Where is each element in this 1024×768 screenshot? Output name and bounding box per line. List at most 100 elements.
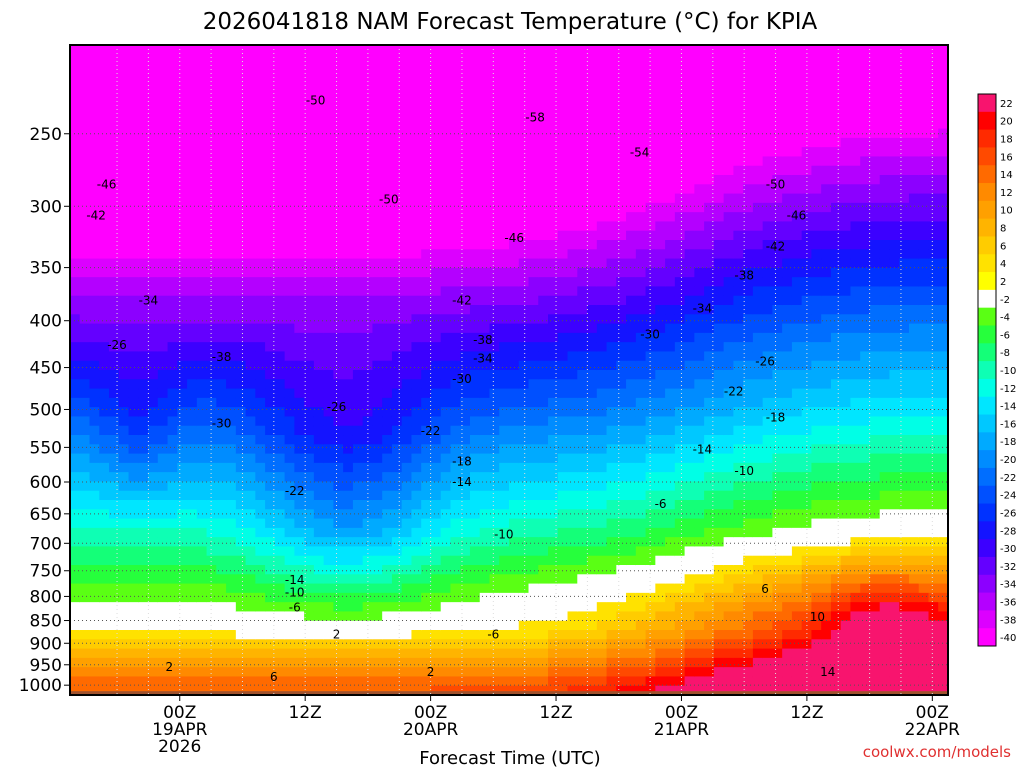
temperature-cell bbox=[118, 156, 130, 167]
temperature-cell bbox=[70, 45, 81, 55]
temperature-cell bbox=[596, 91, 608, 102]
temperature-cell bbox=[401, 565, 413, 575]
temperature-cell bbox=[596, 360, 608, 371]
temperature-cell bbox=[518, 611, 530, 622]
temperature-cell bbox=[216, 648, 227, 659]
temperature-cell bbox=[674, 453, 686, 464]
temperature-cell bbox=[226, 212, 237, 223]
temperature-cell bbox=[665, 481, 676, 492]
temperature-cell bbox=[479, 370, 491, 380]
temperature-cell bbox=[723, 444, 734, 455]
temperature-cell bbox=[216, 397, 227, 408]
temperature-cell bbox=[460, 500, 471, 510]
temperature-cell bbox=[489, 110, 500, 120]
temperature-cell bbox=[323, 258, 334, 269]
temperature-cell bbox=[684, 462, 695, 473]
temperature-cell bbox=[187, 462, 198, 473]
temperature-cell bbox=[118, 342, 130, 353]
temperature-cell bbox=[157, 453, 169, 464]
temperature-cell bbox=[430, 202, 442, 213]
temperature-cell bbox=[528, 91, 539, 102]
temperature-cell bbox=[304, 72, 315, 83]
temperature-cell bbox=[226, 462, 237, 473]
temperature-cell bbox=[733, 258, 744, 269]
temperature-cell bbox=[743, 258, 754, 269]
temperature-cell bbox=[313, 565, 325, 575]
temperature-cell bbox=[421, 267, 432, 278]
temperature-cell bbox=[128, 175, 139, 185]
temperature-cell bbox=[450, 221, 461, 232]
temperature-cell bbox=[235, 184, 247, 195]
temperature-cell bbox=[245, 175, 256, 185]
temperature-cell bbox=[421, 388, 432, 399]
temperature-cell bbox=[196, 240, 208, 250]
temperature-cell bbox=[635, 602, 647, 613]
temperature-cell bbox=[255, 249, 266, 260]
temperature-cell bbox=[187, 546, 198, 557]
temperature-cell bbox=[187, 277, 198, 288]
temperature-cell bbox=[148, 295, 159, 306]
temperature-cell bbox=[245, 453, 256, 464]
temperature-cell bbox=[343, 91, 354, 102]
temperature-cell bbox=[499, 509, 510, 520]
temperature-cell bbox=[362, 230, 374, 241]
temperature-cell bbox=[479, 249, 491, 260]
temperature-cell bbox=[596, 202, 608, 213]
temperature-cell bbox=[245, 472, 256, 483]
temperature-cell bbox=[177, 277, 188, 288]
temperature-cell bbox=[606, 240, 617, 250]
temperature-cell bbox=[587, 657, 598, 668]
temperature-cell bbox=[343, 137, 354, 148]
temperature-cell bbox=[343, 119, 354, 130]
temperature-cell bbox=[401, 54, 413, 65]
temperature-cell bbox=[626, 202, 637, 213]
temperature-cell bbox=[421, 667, 432, 678]
temperature-cell bbox=[421, 574, 432, 585]
temperature-cell bbox=[167, 54, 178, 65]
temperature-cell bbox=[616, 267, 627, 278]
temperature-cell bbox=[372, 332, 383, 343]
temperature-cell bbox=[577, 323, 588, 334]
temperature-cell bbox=[499, 639, 510, 650]
temperature-cell bbox=[499, 202, 510, 213]
temperature-cell bbox=[196, 444, 208, 455]
temperature-cell bbox=[606, 509, 617, 520]
temperature-cell bbox=[284, 397, 295, 408]
temperature-cell bbox=[206, 472, 217, 483]
temperature-cell bbox=[118, 91, 130, 102]
temperature-cell bbox=[421, 184, 432, 195]
temperature-cell bbox=[674, 639, 686, 650]
temperature-cell bbox=[528, 630, 539, 640]
temperature-cell bbox=[284, 509, 295, 520]
temperature-cell bbox=[177, 221, 188, 232]
temperature-cell bbox=[304, 314, 315, 325]
temperature-cell bbox=[713, 630, 725, 640]
temperature-cell bbox=[694, 462, 705, 473]
temperature-cell bbox=[538, 212, 549, 223]
temperature-cell bbox=[606, 147, 617, 158]
temperature-cell bbox=[684, 527, 695, 538]
temperature-cell bbox=[752, 249, 764, 260]
temperature-cell bbox=[313, 258, 325, 269]
temperature-cell bbox=[128, 351, 139, 362]
temperature-cell bbox=[284, 537, 295, 548]
temperature-cell bbox=[391, 574, 403, 585]
temperature-cell bbox=[538, 72, 549, 83]
temperature-cell bbox=[255, 128, 266, 139]
temperature-cell bbox=[421, 537, 432, 548]
temperature-cell bbox=[333, 277, 344, 288]
temperature-cell bbox=[167, 323, 178, 334]
temperature-cell bbox=[743, 425, 754, 436]
temperature-cell bbox=[284, 407, 295, 418]
temperature-cell bbox=[616, 490, 627, 501]
temperature-cell bbox=[606, 175, 617, 185]
temperature-cell bbox=[684, 119, 695, 130]
temperature-cell bbox=[294, 193, 305, 204]
temperature-cell bbox=[567, 221, 578, 232]
temperature-cell bbox=[577, 63, 588, 74]
temperature-cell bbox=[362, 249, 374, 260]
temperature-cell bbox=[138, 221, 149, 232]
temperature-cell bbox=[704, 435, 715, 445]
temperature-cell bbox=[109, 267, 120, 278]
temperature-cell bbox=[440, 119, 452, 130]
